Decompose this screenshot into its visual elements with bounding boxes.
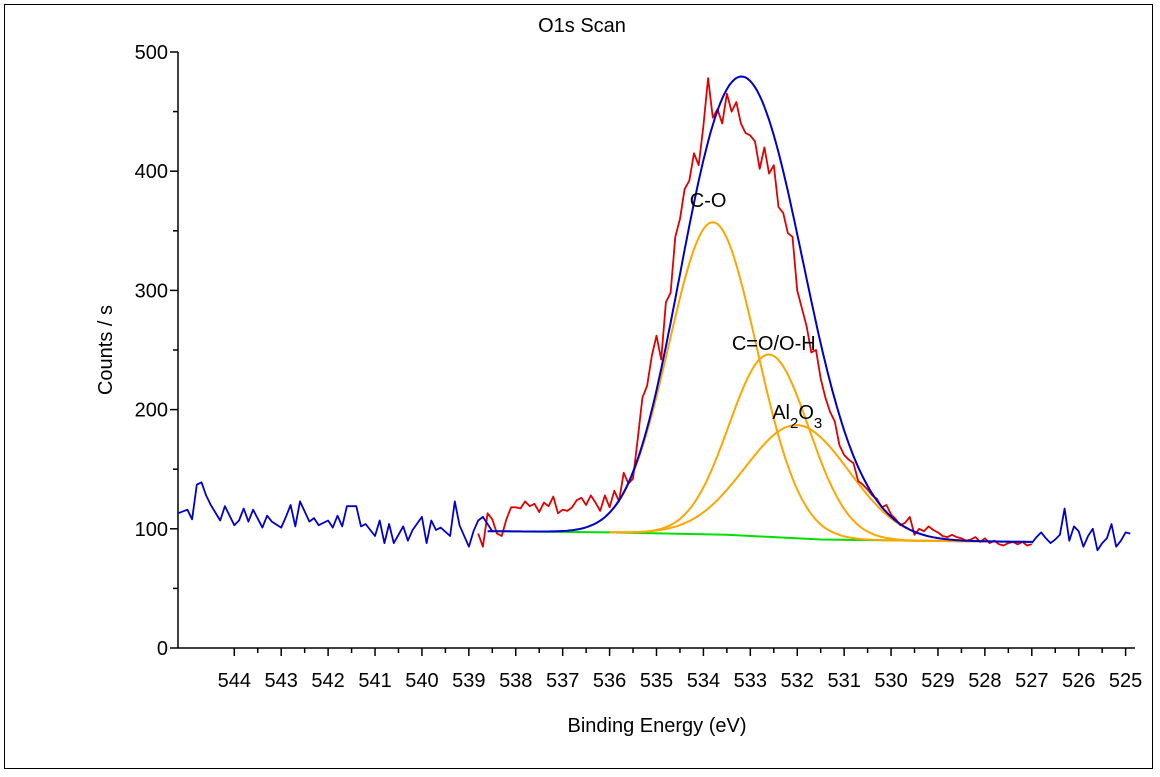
chart-frame: [4, 4, 1153, 769]
y-tick-label: 400: [135, 161, 168, 183]
x-tick-label: 529: [921, 670, 954, 692]
x-tick-label: 525: [1109, 670, 1142, 692]
survey-data-line: [1031, 507, 1131, 552]
x-tick-label: 534: [687, 670, 720, 692]
peak-label: C=O/O-H: [732, 333, 816, 355]
x-tick-label: 532: [781, 670, 814, 692]
x-tick-label: 537: [546, 670, 579, 692]
x-tick-label: 544: [218, 670, 251, 692]
x-tick-label: 533: [734, 670, 767, 692]
x-tick-label: 538: [499, 670, 532, 692]
x-tick-label: 542: [311, 670, 344, 692]
x-tick-label: 528: [968, 670, 1001, 692]
x-tick-label: 541: [358, 670, 391, 692]
component-peak-al2o3: [609, 424, 985, 543]
x-tick-label: 527: [1015, 670, 1048, 692]
y-tick-label: 200: [135, 400, 168, 422]
envelope-fit-line: [487, 75, 1032, 543]
x-tick-label: 526: [1062, 670, 1095, 692]
component-peak-c-o-o-h: [609, 353, 985, 543]
y-tick-label: 100: [135, 519, 168, 541]
x-tick-label: 540: [405, 670, 438, 692]
chart-title: O1s Scan: [538, 15, 626, 37]
x-tick-label: 530: [874, 670, 907, 692]
survey-data-line: [177, 481, 494, 548]
peak-label: C-O: [690, 190, 727, 212]
component-peak-c-o: [608, 221, 985, 543]
x-tick-label: 531: [827, 670, 860, 692]
y-tick-label: 300: [135, 280, 168, 302]
peak-labels: C-O C=O/O-H Al2O3: [690, 190, 822, 432]
y-ticks: 0 100 200 300 400 500: [135, 42, 178, 660]
y-tick-label: 0: [157, 638, 168, 660]
y-axis-title: Counts / s: [95, 305, 117, 395]
y-tick-label: 500: [135, 42, 168, 64]
raw-data-line: [477, 77, 1033, 548]
x-ticks: 544 543 542 541 540 539 538 537 536 535 534 533 532 5…: [218, 648, 1142, 692]
peak-label: Al2O3: [772, 402, 822, 432]
x-tick-label: 536: [593, 670, 626, 692]
x-tick-label: 539: [452, 670, 485, 692]
axes: [177, 52, 1135, 649]
plot-area: [177, 75, 1131, 552]
x-tick-label: 543: [265, 670, 298, 692]
x-axis-title: Binding Energy (eV): [568, 715, 747, 737]
x-tick-label: 535: [640, 670, 673, 692]
